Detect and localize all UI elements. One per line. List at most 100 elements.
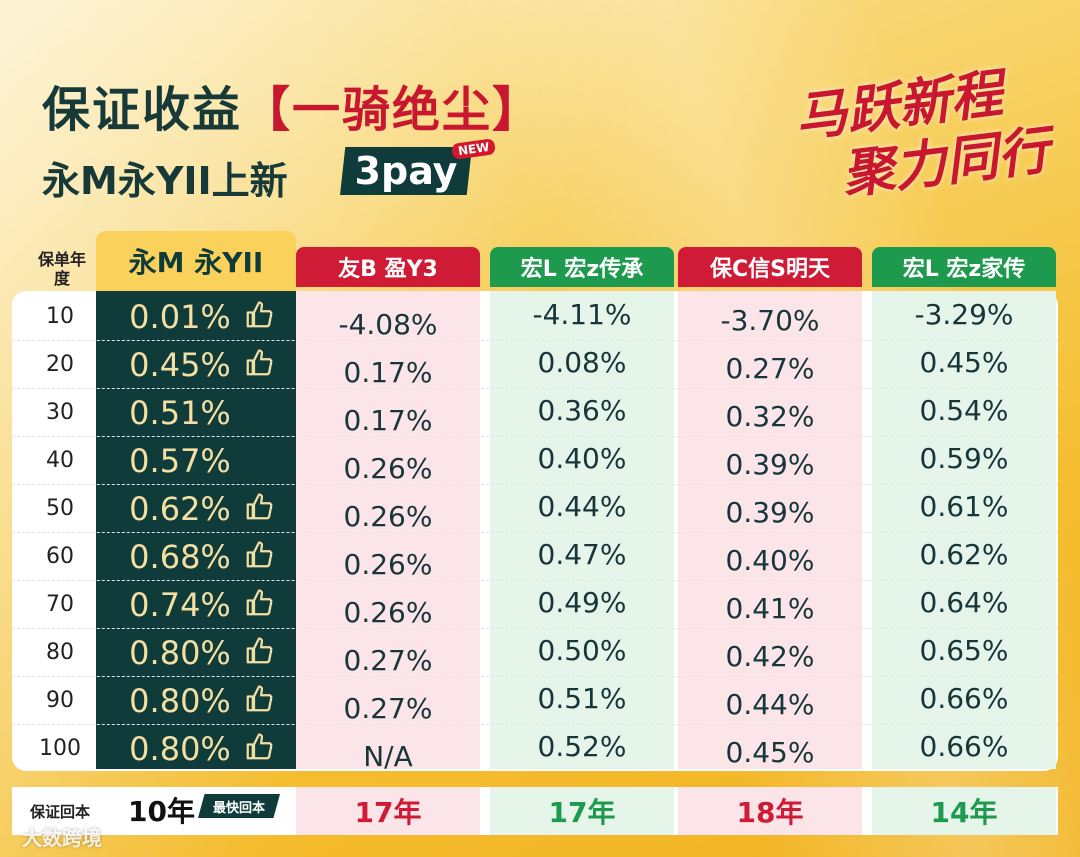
- footer-cell-background-4: [678, 787, 862, 835]
- thumbs-up-icon: [244, 684, 274, 714]
- thumbs-up-icon: [244, 300, 274, 330]
- competitor-value: 0.26%: [343, 500, 433, 533]
- competitor-value: 0.27%: [725, 352, 815, 385]
- year-column-header: 保单年度: [38, 250, 87, 288]
- competitor-value: 0.62%: [919, 538, 1009, 571]
- policy-year: 10: [46, 304, 74, 329]
- competitor-value: 0.47%: [537, 538, 627, 571]
- row-divider: [12, 724, 1058, 725]
- competitor-value: 0.65%: [919, 634, 1009, 667]
- row-divider: [12, 532, 1058, 533]
- competitor-value: 0.27%: [343, 644, 433, 677]
- competitor-value: 0.51%: [537, 682, 627, 715]
- footer-cell-background-2: [296, 787, 480, 835]
- competitor-value: 0.41%: [725, 592, 815, 625]
- column-header-3: 宏L 宏z传承: [490, 247, 674, 287]
- breakeven-year-5: 14年: [930, 796, 998, 829]
- competitor-value: 0.40%: [537, 442, 627, 475]
- thumbs-up-icon: [244, 636, 274, 666]
- competitor-value: 0.59%: [919, 442, 1009, 475]
- policy-year: 70: [46, 592, 74, 617]
- highlight-product-value: 0.62%: [129, 490, 231, 528]
- footer-label: 保证回本: [29, 803, 90, 821]
- competitor-value: 0.49%: [537, 586, 627, 619]
- highlight-product-value: 0.01%: [129, 298, 231, 336]
- policy-year: 50: [46, 496, 74, 521]
- competitor-value: -4.11%: [532, 298, 632, 331]
- row-divider: [12, 676, 1058, 677]
- column-header-2: 友B 盈Y3: [296, 247, 480, 287]
- highlight-product-value: 0.74%: [129, 586, 231, 624]
- competitor-value: 0.26%: [343, 452, 433, 485]
- competitor-value: 0.45%: [725, 736, 815, 769]
- highlight-product-value: 0.45%: [129, 346, 231, 384]
- thumbs-up-icon: [244, 540, 274, 570]
- column-header-1: 永M 永YII: [96, 231, 296, 291]
- slogan-calligraphy: 马跃新程 聚力同行: [791, 63, 1053, 206]
- competitor-value: -3.70%: [720, 304, 820, 337]
- policy-year: 80: [46, 640, 74, 665]
- footer-main-value: 10年: [128, 795, 195, 828]
- thumbs-up-icon: [244, 348, 274, 378]
- highlight-product-value: 0.51%: [129, 394, 231, 432]
- competitor-value: 0.52%: [537, 730, 627, 763]
- competitor-value: 0.36%: [537, 394, 627, 427]
- title-highlight: 【一骑绝尘】: [242, 82, 543, 138]
- competitor-value: 0.27%: [343, 692, 433, 725]
- highlight-product-value: 0.68%: [129, 538, 231, 576]
- thumbs-up-icon: [244, 492, 274, 522]
- column-background-3: [490, 291, 674, 769]
- highlight-product-value: 0.80%: [129, 730, 231, 768]
- policy-year: 20: [46, 352, 74, 377]
- competitor-value: 0.32%: [725, 400, 815, 433]
- competitor-value: 0.50%: [537, 634, 627, 667]
- competitor-value: 0.66%: [919, 682, 1009, 715]
- policy-year: 30: [46, 400, 74, 425]
- breakeven-year-4: 18年: [736, 796, 804, 829]
- column-header-4: 保C信S明天: [678, 247, 862, 287]
- competitor-value: 0.45%: [919, 346, 1009, 379]
- competitor-value: 0.42%: [725, 640, 815, 673]
- page-subtitle: 永M永YII上新: [42, 159, 288, 203]
- competitor-value: -4.08%: [338, 308, 438, 341]
- fastest-breakeven-badge: 最快回本: [198, 794, 280, 818]
- watermark: 大数跨境: [22, 826, 102, 850]
- competitor-value: 0.08%: [537, 346, 627, 379]
- competitor-value: 0.40%: [725, 544, 815, 577]
- breakeven-year-2: 17年: [354, 796, 422, 829]
- highlight-product-value: 0.57%: [129, 442, 231, 480]
- 3pay-badge: 3pay: [340, 147, 472, 195]
- competitor-value: 0.39%: [725, 496, 815, 529]
- policy-year: 100: [39, 736, 81, 761]
- column-background-2: [296, 291, 480, 769]
- thumbs-up-icon: [244, 732, 274, 762]
- row-divider: [12, 484, 1058, 485]
- competitor-value: 0.66%: [919, 730, 1009, 763]
- column-background-4: [678, 291, 862, 769]
- footer-cell-background-3: [490, 787, 674, 835]
- competitor-value: 0.17%: [343, 356, 433, 389]
- highlight-product-value: 0.80%: [129, 682, 231, 720]
- competitor-value: 0.44%: [537, 490, 627, 523]
- policy-year: 40: [46, 448, 74, 473]
- competitor-value: -3.29%: [914, 298, 1014, 331]
- competitor-value: 0.44%: [725, 688, 815, 721]
- competitor-value: 0.54%: [919, 394, 1009, 427]
- competitor-value: N/A: [363, 740, 413, 773]
- competitor-value: 0.17%: [343, 404, 433, 437]
- policy-year: 90: [46, 688, 74, 713]
- column-background-5: [872, 291, 1056, 769]
- highlight-product-value: 0.80%: [129, 634, 231, 672]
- footer-cell-background-5: [872, 787, 1056, 835]
- competitor-value: 0.39%: [725, 448, 815, 481]
- column-header-5: 宏L 宏z家传: [872, 247, 1056, 287]
- thumbs-up-icon: [244, 588, 274, 618]
- row-divider: [12, 388, 1058, 389]
- policy-year: 60: [46, 544, 74, 569]
- breakeven-year-3: 17年: [548, 796, 616, 829]
- competitor-value: 0.26%: [343, 596, 433, 629]
- competitor-value: 0.64%: [919, 586, 1009, 619]
- row-divider: [12, 628, 1058, 629]
- row-divider: [12, 436, 1058, 437]
- row-divider: [12, 340, 1058, 341]
